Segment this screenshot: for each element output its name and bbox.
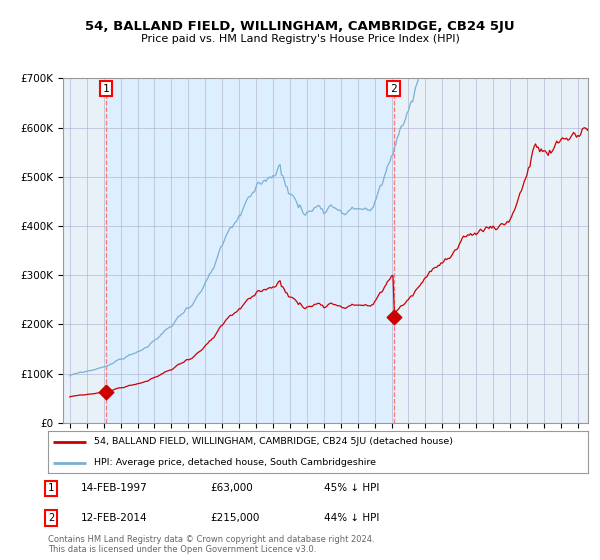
Text: 45% ↓ HPI: 45% ↓ HPI: [324, 483, 379, 493]
Text: 2: 2: [48, 513, 54, 523]
Text: 44% ↓ HPI: 44% ↓ HPI: [324, 513, 379, 523]
Point: [389, 312, 398, 321]
Text: Contains HM Land Registry data © Crown copyright and database right 2024.
This d: Contains HM Land Registry data © Crown c…: [48, 535, 374, 554]
Point: [101, 388, 110, 396]
Text: 1: 1: [48, 483, 54, 493]
Text: £63,000: £63,000: [210, 483, 253, 493]
Text: Price paid vs. HM Land Registry's House Price Index (HPI): Price paid vs. HM Land Registry's House …: [140, 34, 460, 44]
Text: 2: 2: [390, 83, 397, 94]
Text: 1: 1: [103, 83, 109, 94]
Text: 12-FEB-2014: 12-FEB-2014: [81, 513, 148, 523]
Text: 14-FEB-1997: 14-FEB-1997: [81, 483, 148, 493]
Text: 54, BALLAND FIELD, WILLINGHAM, CAMBRIDGE, CB24 5JU: 54, BALLAND FIELD, WILLINGHAM, CAMBRIDGE…: [85, 20, 515, 32]
Bar: [106, 78, 394, 423]
Text: 54, BALLAND FIELD, WILLINGHAM, CAMBRIDGE, CB24 5JU (detached house): 54, BALLAND FIELD, WILLINGHAM, CAMBRIDGE…: [94, 437, 453, 446]
Text: HPI: Average price, detached house, South Cambridgeshire: HPI: Average price, detached house, Sout…: [94, 458, 376, 467]
Text: £215,000: £215,000: [210, 513, 259, 523]
